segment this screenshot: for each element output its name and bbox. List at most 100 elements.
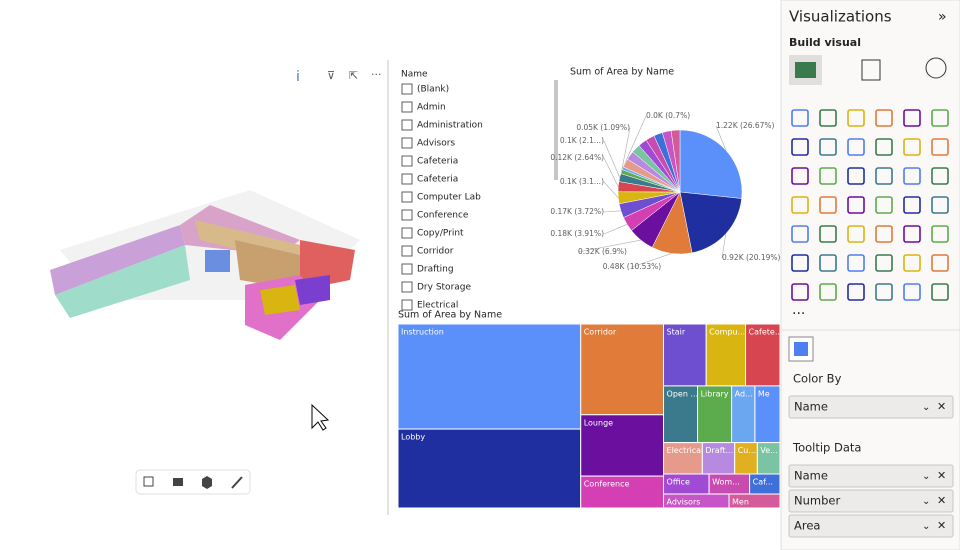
field-well[interactable]: [788, 514, 954, 538]
treemap-tile[interactable]: [397, 323, 582, 430]
format-tab[interactable]: [861, 59, 881, 81]
toolbar[interactable]: [135, 469, 251, 495]
slicer-item[interactable]: Cafeteria: [417, 157, 458, 167]
viz-icon[interactable]: [819, 254, 837, 272]
field-remove[interactable]: ✕: [937, 519, 946, 532]
pie-slice[interactable]: [679, 129, 743, 199]
checkbox[interactable]: [401, 191, 413, 203]
viz-icon[interactable]: [875, 225, 893, 243]
treemap-tile[interactable]: [663, 442, 703, 475]
treemap-tile[interactable]: [663, 323, 707, 387]
field-well[interactable]: [788, 489, 954, 513]
viz-icon[interactable]: [847, 109, 865, 127]
viz-icon[interactable]: [819, 167, 837, 185]
build-icon[interactable]: [795, 62, 816, 78]
viz-icon[interactable]: [819, 225, 837, 243]
checkbox[interactable]: [401, 83, 413, 95]
field-well[interactable]: [788, 395, 954, 419]
checkbox[interactable]: [401, 263, 413, 275]
field-remove[interactable]: ✕: [937, 400, 946, 413]
field-chevron[interactable]: ⌄: [922, 521, 930, 532]
viz-icon[interactable]: [791, 167, 809, 185]
viz-icon[interactable]: [847, 196, 865, 214]
pie-slice[interactable]: [679, 191, 742, 254]
treemap-tile[interactable]: [397, 428, 582, 509]
treemap-tile[interactable]: [697, 385, 733, 444]
viz-icon[interactable]: [791, 196, 809, 214]
viz-icon[interactable]: [847, 167, 865, 185]
viz-icon[interactable]: [819, 283, 837, 301]
viz-icon[interactable]: [875, 138, 893, 156]
viz-icon[interactable]: [819, 138, 837, 156]
field-chevron[interactable]: ⌄: [922, 402, 930, 413]
checkbox[interactable]: [401, 227, 413, 239]
slicer-item[interactable]: Advisors: [417, 139, 455, 149]
checkbox[interactable]: [401, 155, 413, 167]
slicer-item[interactable]: Corridor: [417, 247, 454, 257]
slicer-item[interactable]: Copy/Print: [417, 229, 464, 239]
pie-slice[interactable]: [670, 129, 681, 193]
viz-icon[interactable]: [791, 254, 809, 272]
viz-icon[interactable]: [875, 254, 893, 272]
treemap-tile[interactable]: [728, 493, 781, 509]
checkbox[interactable]: [401, 245, 413, 257]
viz-icon[interactable]: [847, 225, 865, 243]
viz-icon[interactable]: [819, 109, 837, 127]
viz-icon[interactable]: [791, 138, 809, 156]
field-well[interactable]: [788, 464, 954, 488]
treemap-tile[interactable]: [745, 323, 781, 387]
viz-icon[interactable]: [903, 254, 921, 272]
viz-icon[interactable]: [931, 283, 949, 301]
viz-icon[interactable]: [847, 138, 865, 156]
viz-icon[interactable]: [791, 283, 809, 301]
slicer-item[interactable]: Electrical: [417, 301, 458, 311]
tool-icon[interactable]: [231, 476, 243, 489]
viz-icon[interactable]: [903, 225, 921, 243]
checkbox[interactable]: [401, 119, 413, 131]
checkbox[interactable]: [401, 101, 413, 113]
checkbox[interactable]: [401, 299, 413, 311]
checkbox[interactable]: [401, 173, 413, 185]
viz-icon[interactable]: [875, 167, 893, 185]
viz-icon[interactable]: [903, 138, 921, 156]
tool-icon[interactable]: [143, 476, 154, 487]
treemap-tile[interactable]: [580, 414, 665, 477]
viz-icon[interactable]: [847, 283, 865, 301]
viz-icon[interactable]: [903, 196, 921, 214]
viz-icon[interactable]: [903, 283, 921, 301]
slicer-item[interactable]: Conference: [417, 211, 469, 221]
slicer-item[interactable]: Admin: [417, 103, 446, 113]
viz-icon[interactable]: [791, 225, 809, 243]
field-remove[interactable]: ✕: [937, 469, 946, 482]
slicer-item[interactable]: Drafting: [417, 265, 454, 275]
slicer-item[interactable]: Computer Lab: [417, 193, 481, 203]
checkbox[interactable]: [401, 281, 413, 293]
checkbox[interactable]: [401, 209, 413, 221]
viz-icon[interactable]: [931, 254, 949, 272]
scrollbar[interactable]: [554, 80, 558, 180]
viz-icon[interactable]: [931, 109, 949, 127]
viz-icon[interactable]: [875, 196, 893, 214]
more-visuals[interactable]: ···: [792, 306, 805, 322]
more-icon[interactable]: ···: [371, 68, 382, 81]
viz-icon[interactable]: [847, 254, 865, 272]
checkbox[interactable]: [401, 137, 413, 149]
viz-icon[interactable]: [791, 109, 809, 127]
viz-icon[interactable]: [931, 167, 949, 185]
viz-icon[interactable]: [875, 109, 893, 127]
viz-icon[interactable]: [903, 109, 921, 127]
slicer-item[interactable]: Cafeteria: [417, 175, 458, 185]
field-chevron[interactable]: ⌄: [922, 471, 930, 482]
tool-icon[interactable]: [173, 478, 183, 486]
analytics-tab[interactable]: [925, 57, 947, 79]
treemap-tile[interactable]: [580, 323, 665, 416]
slicer-item[interactable]: (Blank): [417, 85, 449, 95]
viz-icon[interactable]: [875, 283, 893, 301]
viz-icon[interactable]: [819, 196, 837, 214]
tool-icon[interactable]: [202, 476, 212, 489]
viz-icon[interactable]: [931, 196, 949, 214]
slicer-item[interactable]: Administration: [417, 121, 483, 131]
field-remove[interactable]: ✕: [937, 494, 946, 507]
collapse-icon[interactable]: »: [938, 9, 947, 25]
filter-icon[interactable]: ⊽: [327, 69, 335, 82]
